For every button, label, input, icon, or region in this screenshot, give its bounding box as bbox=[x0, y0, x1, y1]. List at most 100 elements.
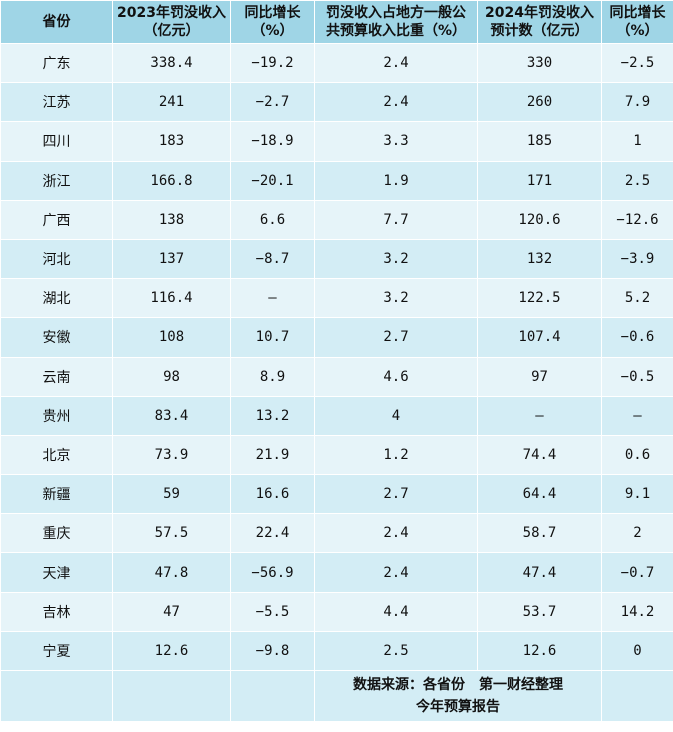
table-row: 云南 98 8.9 4.6 97 −0.5 bbox=[0, 356, 673, 397]
cell-growth-2023: −19.2 bbox=[230, 42, 315, 84]
cell-revenue-share: 4.4 bbox=[314, 591, 478, 632]
cell-revenue-2024: 58.7 bbox=[477, 513, 602, 554]
cell-growth-2024: 0.6 bbox=[601, 434, 673, 476]
footer-empty-cell bbox=[601, 670, 673, 722]
cell-revenue-2023: 57.5 bbox=[112, 513, 231, 554]
cell-growth-2024: −12.6 bbox=[601, 199, 673, 240]
cell-province: 宁夏 bbox=[0, 630, 113, 672]
cell-revenue-2024: 330 bbox=[477, 42, 602, 84]
cell-growth-2024: 9.1 bbox=[601, 474, 673, 515]
cell-province: 湖北 bbox=[0, 278, 113, 319]
cell-revenue-2023: 166.8 bbox=[112, 160, 231, 201]
cell-revenue-2024: 97 bbox=[477, 356, 602, 397]
cell-growth-2024: 0 bbox=[601, 630, 673, 672]
table-row: 宁夏 12.6 −9.8 2.5 12.6 0 bbox=[0, 630, 673, 672]
cell-growth-2023: 16.6 bbox=[230, 474, 315, 515]
cell-growth-2023: 6.6 bbox=[230, 199, 315, 240]
cell-revenue-2023: 83.4 bbox=[112, 395, 231, 436]
cell-province: 广东 bbox=[0, 42, 113, 84]
footer-row: 数据来源：各省份 第一财经整理 今年预算报告 bbox=[0, 670, 673, 722]
cell-growth-2023: −5.5 bbox=[230, 591, 315, 632]
table-row: 吉林 47 −5.5 4.4 53.7 14.2 bbox=[0, 591, 673, 632]
header-revenue-2024: 2024年罚没收入 预计数（亿元） bbox=[477, 0, 602, 44]
cell-province: 天津 bbox=[0, 552, 113, 593]
cell-revenue-2024: 122.5 bbox=[477, 278, 602, 319]
cell-revenue-2023: 183 bbox=[112, 121, 231, 162]
cell-growth-2024: 7.9 bbox=[601, 82, 673, 123]
cell-growth-2024: — bbox=[601, 395, 673, 436]
cell-revenue-2023: 116.4 bbox=[112, 278, 231, 319]
cell-revenue-share: 2.4 bbox=[314, 513, 478, 554]
cell-revenue-2024: 120.6 bbox=[477, 199, 602, 240]
table-row: 江苏 241 −2.7 2.4 260 7.9 bbox=[0, 82, 673, 123]
cell-revenue-2024: — bbox=[477, 395, 602, 436]
cell-revenue-share: 2.4 bbox=[314, 82, 478, 123]
table-row: 四川 183 −18.9 3.3 185 1 bbox=[0, 121, 673, 162]
cell-revenue-share: 2.5 bbox=[314, 630, 478, 672]
cell-province: 北京 bbox=[0, 434, 113, 476]
cell-revenue-2024: 132 bbox=[477, 238, 602, 280]
header-growth-2024: 同比增长 （%） bbox=[601, 0, 673, 44]
cell-revenue-share: 7.7 bbox=[314, 199, 478, 240]
header-revenue-2023: 2023年罚没收入 （亿元） bbox=[112, 0, 231, 44]
cell-revenue-share: 3.2 bbox=[314, 238, 478, 280]
table-row: 新疆 59 16.6 2.7 64.4 9.1 bbox=[0, 474, 673, 515]
table-row: 重庆 57.5 22.4 2.4 58.7 2 bbox=[0, 513, 673, 554]
table-row: 天津 47.8 −56.9 2.4 47.4 −0.7 bbox=[0, 552, 673, 593]
cell-province: 新疆 bbox=[0, 474, 113, 515]
cell-revenue-2024: 64.4 bbox=[477, 474, 602, 515]
cell-revenue-share: 2.4 bbox=[314, 42, 478, 84]
table-row: 北京 73.9 21.9 1.2 74.4 0.6 bbox=[0, 434, 673, 476]
cell-growth-2023: 21.9 bbox=[230, 434, 315, 476]
cell-province: 浙江 bbox=[0, 160, 113, 201]
cell-revenue-2023: 47.8 bbox=[112, 552, 231, 593]
cell-province: 吉林 bbox=[0, 591, 113, 632]
cell-province: 四川 bbox=[0, 121, 113, 162]
cell-revenue-2023: 73.9 bbox=[112, 434, 231, 476]
cell-revenue-2024: 12.6 bbox=[477, 630, 602, 672]
table-row: 贵州 83.4 13.2 4— — bbox=[0, 395, 673, 436]
cell-revenue-2023: 241 bbox=[112, 82, 231, 123]
cell-growth-2023: −2.7 bbox=[230, 82, 315, 123]
cell-growth-2023: — bbox=[230, 278, 315, 319]
footer-empty-cell bbox=[0, 670, 113, 722]
header-province: 省份 bbox=[0, 0, 113, 44]
cell-revenue-share: 4 bbox=[314, 395, 478, 436]
cell-revenue-share: 3.3 bbox=[314, 121, 478, 162]
cell-revenue-2023: 12.6 bbox=[112, 630, 231, 672]
cell-growth-2023: −8.7 bbox=[230, 238, 315, 280]
cell-revenue-share: 1.2 bbox=[314, 434, 478, 476]
cell-growth-2024: 1 bbox=[601, 121, 673, 162]
table-row: 湖北 116.4—3.2 122.5 5.2 bbox=[0, 278, 673, 319]
cell-growth-2023: −9.8 bbox=[230, 630, 315, 672]
cell-province: 安徽 bbox=[0, 317, 113, 358]
cell-revenue-share: 2.4 bbox=[314, 552, 478, 593]
cell-province: 广西 bbox=[0, 199, 113, 240]
cell-growth-2023: 22.4 bbox=[230, 513, 315, 554]
cell-province: 河北 bbox=[0, 238, 113, 280]
cell-growth-2024: 14.2 bbox=[601, 591, 673, 632]
header-revenue-share: 罚没收入占地方一般公 共预算收入比重（%） bbox=[314, 0, 478, 44]
cell-revenue-2024: 185 bbox=[477, 121, 602, 162]
cell-growth-2024: −2.5 bbox=[601, 42, 673, 84]
cell-revenue-2023: 47 bbox=[112, 591, 231, 632]
footer-empty-cell bbox=[112, 670, 231, 722]
cell-growth-2023: −56.9 bbox=[230, 552, 315, 593]
header-growth-2023: 同比增长 （%） bbox=[230, 0, 315, 44]
cell-growth-2024: 2 bbox=[601, 513, 673, 554]
header-row: 省份 2023年罚没收入 （亿元） 同比增长 （%） 罚没收入占地方一般公 共预… bbox=[0, 0, 673, 44]
cell-revenue-2024: 107.4 bbox=[477, 317, 602, 358]
table-row: 河北 137 −8.7 3.2 132 −3.9 bbox=[0, 238, 673, 280]
cell-growth-2023: 8.9 bbox=[230, 356, 315, 397]
cell-revenue-2023: 138 bbox=[112, 199, 231, 240]
cell-revenue-share: 2.7 bbox=[314, 474, 478, 515]
cell-revenue-share: 2.7 bbox=[314, 317, 478, 358]
cell-revenue-2023: 98 bbox=[112, 356, 231, 397]
data-source-note: 数据来源：各省份 第一财经整理 今年预算报告 bbox=[314, 670, 602, 722]
table-row: 广东 338.4 −19.2 2.4 330 −2.5 bbox=[0, 42, 673, 84]
cell-growth-2024: −0.7 bbox=[601, 552, 673, 593]
cell-revenue-2024: 260 bbox=[477, 82, 602, 123]
cell-revenue-2023: 108 bbox=[112, 317, 231, 358]
cell-growth-2024: 5.2 bbox=[601, 278, 673, 319]
